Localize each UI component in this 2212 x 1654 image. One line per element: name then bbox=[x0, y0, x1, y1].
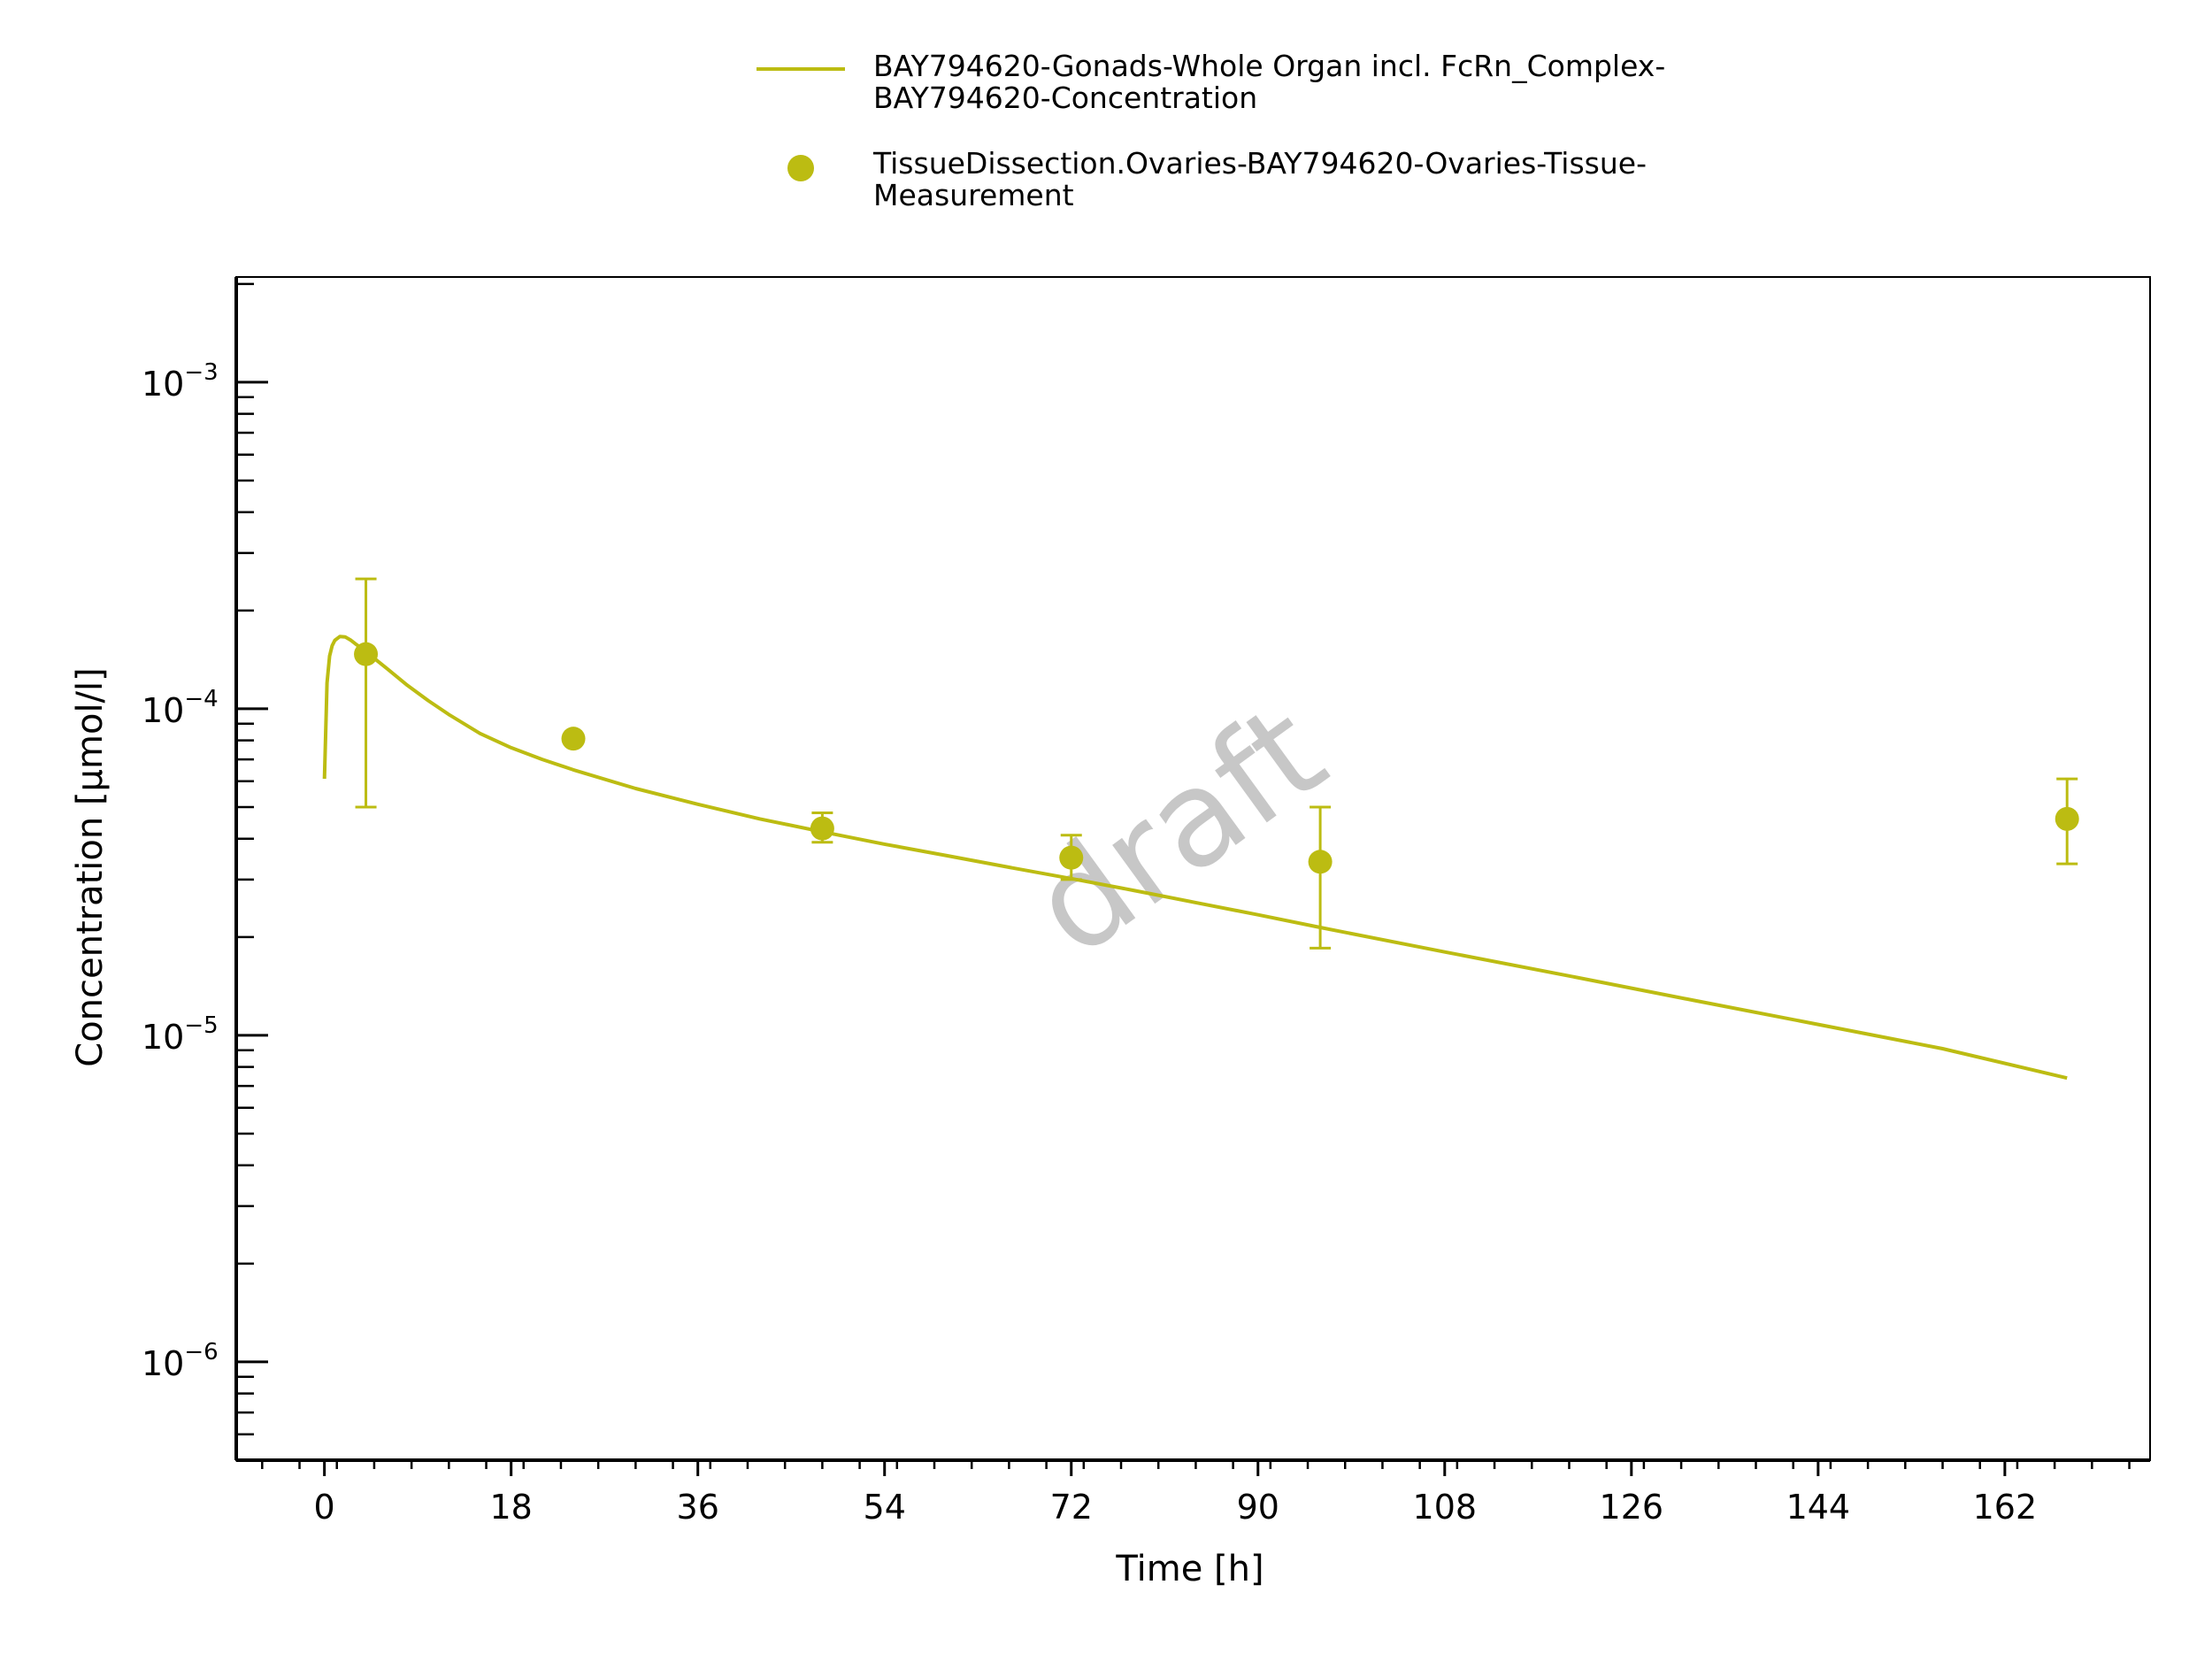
legend-label-marker-2: Measurement bbox=[873, 178, 1074, 212]
x-tick-label: 162 bbox=[1973, 1488, 2038, 1527]
error-bar bbox=[355, 577, 377, 809]
measurement-point bbox=[561, 727, 586, 751]
y-tick-label: 10−3 bbox=[142, 359, 219, 404]
y-tick-exponent: −5 bbox=[184, 1012, 218, 1039]
x-tick-label: 18 bbox=[489, 1488, 532, 1527]
x-tick-label: 108 bbox=[1413, 1488, 1478, 1527]
y-tick-label: 10−5 bbox=[142, 1012, 219, 1057]
legend-label-marker-1: TissueDissection.Ovaries-BAY794620-Ovari… bbox=[872, 146, 1647, 181]
plot-area bbox=[322, 577, 2079, 1081]
legend-marker-swatch bbox=[787, 155, 814, 181]
y-tick-exponent: −4 bbox=[184, 686, 218, 712]
measurement-point bbox=[1059, 845, 1084, 870]
y-tick-label: 10−6 bbox=[142, 1339, 219, 1383]
measurement-point bbox=[354, 642, 379, 666]
measurement-point bbox=[2055, 806, 2079, 831]
legend-label-line-1: BAY794620-Gonads-Whole Organ incl. FcRn_… bbox=[873, 49, 1665, 83]
x-tick-label: 72 bbox=[1050, 1488, 1093, 1527]
legend: BAY794620-Gonads-Whole Organ incl. FcRn_… bbox=[757, 49, 1665, 212]
x-tick-label: 36 bbox=[677, 1488, 719, 1527]
x-tick-label: 0 bbox=[314, 1488, 335, 1527]
draft-watermark: draft bbox=[1005, 675, 1352, 986]
y-axis-ticks: 10−6 10−5 10−4 10−3 bbox=[142, 282, 268, 1462]
x-axis-title: Time [h] bbox=[1115, 1549, 1263, 1589]
x-tick-label: 90 bbox=[1237, 1488, 1279, 1527]
x-tick-label: 144 bbox=[1786, 1488, 1851, 1527]
x-tick-label: 54 bbox=[864, 1488, 906, 1527]
y-tick-exponent: −6 bbox=[184, 1339, 218, 1366]
y-tick-label: 10−4 bbox=[142, 686, 219, 730]
error-bar bbox=[1310, 805, 1332, 950]
x-tick-label: 126 bbox=[1600, 1488, 1664, 1527]
x-axis-ticks: 0 18 36 54 72 90 108 126 144 162 bbox=[261, 1460, 2131, 1527]
measurement-point bbox=[1308, 850, 1333, 874]
legend-label-line-2: BAY794620-Concentration bbox=[873, 81, 1257, 115]
y-axis-title: Concentration [µmol/l] bbox=[70, 667, 111, 1066]
y-tick-exponent: −3 bbox=[184, 359, 218, 386]
measurement-point bbox=[810, 816, 834, 841]
